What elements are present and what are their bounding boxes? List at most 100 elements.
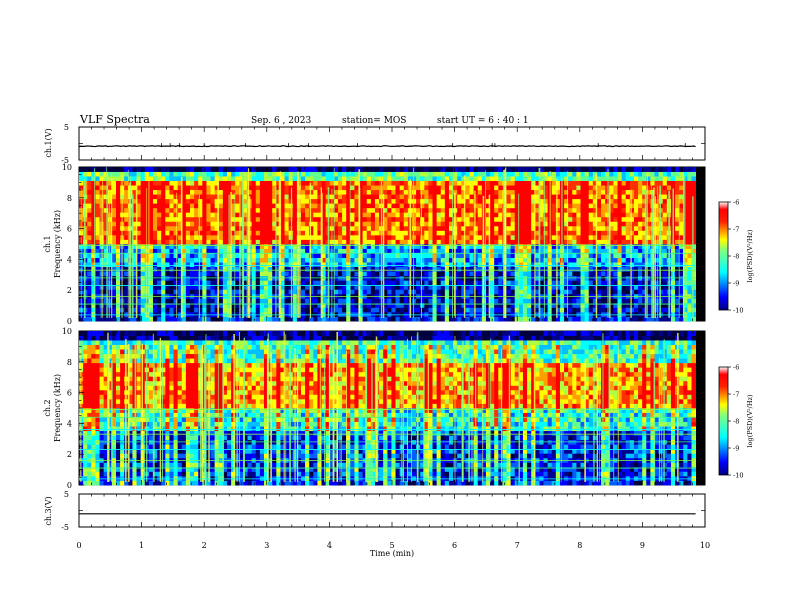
spectrogram-cell: [374, 234, 380, 240]
spectrogram-cell: [181, 203, 187, 209]
spectrogram-cell: [457, 185, 462, 191]
spectrogram-cell: [539, 298, 544, 304]
spectrogram-cell: [551, 248, 557, 254]
spectrogram-cell: [87, 316, 92, 322]
spectrogram-cell: [161, 230, 166, 236]
spectrogram-cell: [140, 257, 146, 263]
spectrogram-cell: [255, 180, 261, 186]
spectrogram-cell: [337, 311, 343, 317]
spectrogram-cell: [218, 207, 224, 213]
spectrogram-cell: [440, 266, 446, 272]
spectrogram-cell: [436, 198, 442, 204]
spectrogram-cell: [366, 244, 372, 249]
spectrogram-cell: [342, 180, 347, 186]
spectrogram-cell: [321, 307, 327, 313]
spectrogram-cell: [625, 171, 631, 177]
spectrogram-cell: [148, 257, 154, 263]
spectrogram-cell: [333, 203, 339, 209]
spectrogram-cell: [568, 311, 573, 317]
spectrogram-cell: [370, 244, 376, 249]
spectrogram-cell: [206, 167, 211, 172]
spectrogram-cell: [218, 234, 224, 240]
spectrogram-cell: [206, 239, 211, 245]
spectrogram-cell: [222, 284, 228, 290]
spectrogram-cell: [185, 185, 191, 191]
spectrogram-cell: [268, 248, 273, 254]
spectrogram-cell: [321, 244, 327, 249]
spectrogram-cell: [543, 180, 549, 186]
spectrogram-cell: [313, 185, 318, 191]
spectrogram-cell: [111, 284, 117, 290]
spectrogram-cell: [387, 280, 392, 286]
spectrogram-cell: [576, 253, 581, 258]
spectrogram-cell: [202, 185, 207, 191]
spectrogram-cell: [592, 244, 598, 249]
spectrogram-cell: [596, 176, 602, 181]
spectrogram-cell: [313, 203, 318, 209]
spectrogram-cell: [296, 194, 302, 200]
spectrogram-cell: [148, 289, 154, 295]
spectrogram-cell: [436, 230, 442, 236]
spectrogram-cell: [185, 307, 191, 313]
spectrogram-cell: [111, 180, 117, 186]
spectrogram-cell: [337, 234, 343, 240]
spectrogram-cell: [469, 253, 475, 258]
spectrogram-cell: [440, 189, 446, 195]
spectrogram-cell: [210, 171, 216, 177]
spectrogram-cell: [527, 185, 532, 191]
spectrogram-cell: [642, 203, 647, 209]
spectrogram-cell: [132, 239, 137, 245]
spectrogram-cell: [185, 311, 191, 317]
spectrogram-cell: [670, 185, 676, 191]
spectrogram-cell: [313, 266, 318, 272]
spectrogram-cell: [490, 284, 495, 290]
spectrogram-cell: [559, 316, 565, 322]
spectrogram-cell: [268, 257, 273, 263]
spectrogram-cell: [477, 239, 483, 245]
spectrogram-cell: [547, 316, 553, 322]
spectrogram-cell: [555, 253, 561, 258]
spectrogram-cell: [272, 298, 277, 304]
spectrogram-cell: [354, 311, 359, 317]
spectrogram-cell: [506, 203, 512, 209]
spectrogram-cell: [300, 171, 306, 177]
spectrogram-cell: [506, 239, 512, 245]
spectrogram-cell: [358, 311, 364, 317]
spectrogram-cell: [675, 230, 680, 236]
spectrogram-cell: [448, 307, 454, 313]
spectrogram-cell: [354, 266, 359, 272]
spectrogram-cell: [613, 253, 618, 258]
spectrogram-cell: [161, 266, 166, 272]
spectrogram-cell: [239, 262, 244, 268]
spectrogram-cell: [395, 167, 401, 172]
spectrogram-cell: [432, 234, 438, 240]
spectrogram-cell: [140, 198, 146, 204]
spectrogram-cell: [95, 307, 100, 313]
spectrogram-cell: [457, 311, 462, 317]
spectrogram-cell: [518, 194, 524, 200]
spectrogram-cell: [202, 234, 207, 240]
spectrogram-cell: [280, 262, 285, 268]
spectrogram-cell: [485, 239, 491, 245]
spectrogram-cell: [383, 234, 388, 240]
spectrogram-cell: [638, 167, 643, 172]
spectrogram-cell: [152, 248, 158, 254]
spectrogram-cell: [169, 207, 174, 213]
spectrogram-cell: [617, 180, 623, 186]
spectrogram-cell: [584, 248, 590, 254]
spectrogram-cell: [107, 311, 113, 317]
spectrogram-cell: [580, 212, 586, 218]
spectrogram-cell: [654, 216, 660, 222]
spectrogram-cell: [436, 212, 442, 218]
spectrogram-cell: [543, 212, 549, 218]
spectrogram-cell: [305, 180, 310, 186]
spectrogram-cell: [576, 180, 581, 186]
spectrogram-cell: [132, 194, 137, 200]
spectrogram-cell: [391, 176, 396, 181]
spectrogram-cell: [329, 185, 335, 191]
spectrogram-cell: [564, 248, 569, 254]
spectrogram-cell: [263, 262, 269, 268]
spectrogram-cell: [296, 257, 302, 263]
spectrogram-cell: [428, 216, 433, 222]
spectrogram-cell: [152, 284, 158, 290]
